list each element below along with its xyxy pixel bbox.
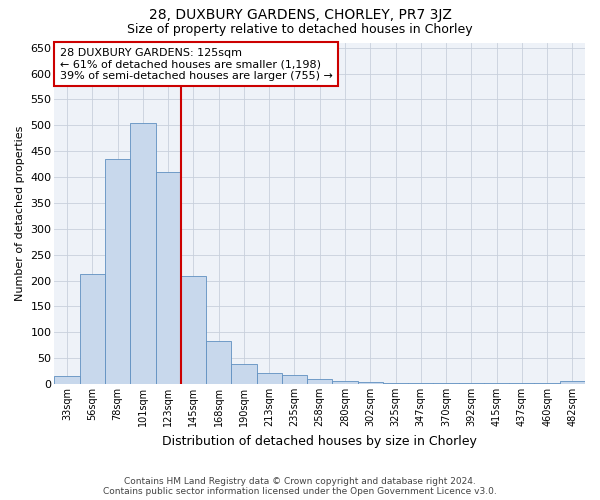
Bar (458, 383, 484, 384)
X-axis label: Distribution of detached houses by size in Chorley: Distribution of detached houses by size … (162, 434, 477, 448)
Bar (155, 172, 181, 384)
Bar (55, 376, 80, 384)
Bar (130, 122, 155, 384)
Bar (232, 364, 257, 384)
Bar (80, 274, 105, 384)
Bar (332, 382, 358, 384)
Bar (383, 383, 408, 384)
Bar (181, 276, 206, 384)
Bar (433, 383, 458, 384)
Bar (307, 379, 332, 384)
Bar (509, 383, 535, 384)
Bar (282, 374, 307, 384)
Bar (560, 382, 585, 384)
Bar (206, 341, 232, 384)
Bar (484, 383, 509, 384)
Y-axis label: Number of detached properties: Number of detached properties (15, 126, 25, 301)
Bar (257, 372, 282, 384)
Text: 28 DUXBURY GARDENS: 125sqm
← 61% of detached houses are smaller (1,198)
39% of s: 28 DUXBURY GARDENS: 125sqm ← 61% of deta… (60, 48, 332, 81)
Text: Size of property relative to detached houses in Chorley: Size of property relative to detached ho… (127, 22, 473, 36)
Bar (535, 383, 560, 384)
Bar (358, 382, 383, 384)
Text: 28, DUXBURY GARDENS, CHORLEY, PR7 3JZ: 28, DUXBURY GARDENS, CHORLEY, PR7 3JZ (149, 8, 451, 22)
Bar (105, 159, 130, 384)
Text: Contains HM Land Registry data © Crown copyright and database right 2024.
Contai: Contains HM Land Registry data © Crown c… (103, 476, 497, 496)
Bar (408, 383, 433, 384)
